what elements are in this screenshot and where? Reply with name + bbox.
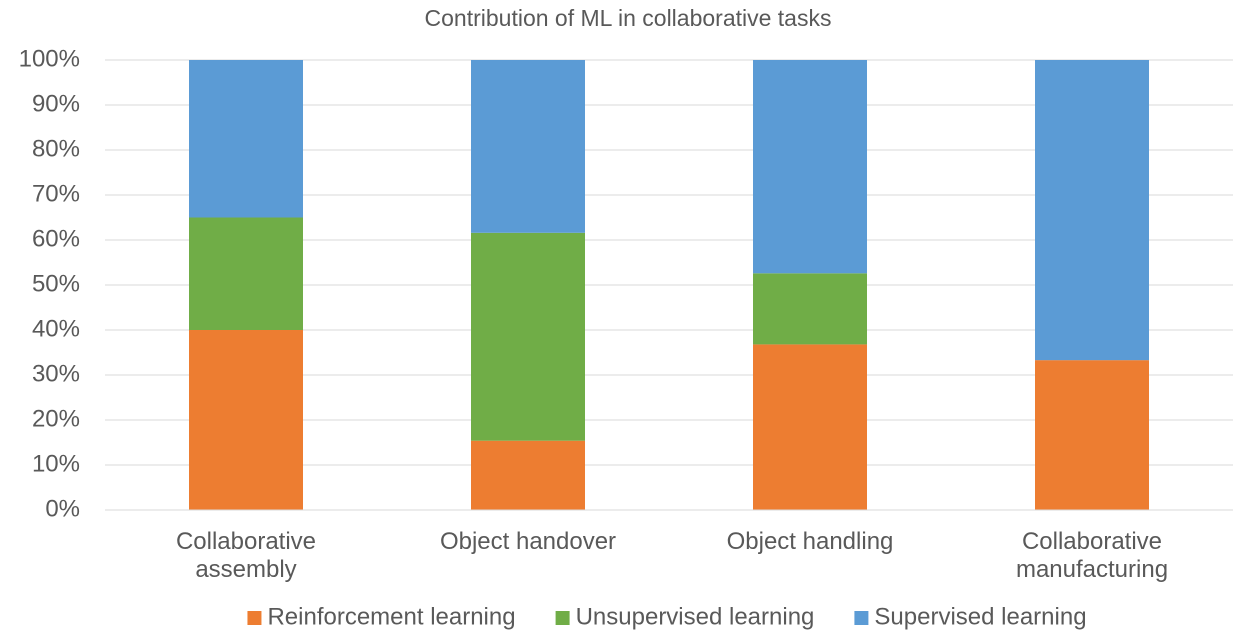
bar-segment: [471, 440, 585, 510]
y-tick-label: 60%: [32, 225, 80, 252]
y-tick-label: 90%: [32, 90, 80, 117]
x-tick-label: Collaborative assembly: [175, 528, 317, 583]
bar-segment: [1035, 60, 1149, 361]
legend-label: Reinforcement learning: [267, 603, 515, 630]
bar-segment: [1035, 360, 1149, 510]
legend-label: Unsupervised learning: [576, 603, 815, 630]
legend-swatch: [555, 611, 570, 625]
bar-segment: [753, 60, 867, 274]
legend-swatch: [247, 611, 262, 625]
y-tick-label: 70%: [32, 180, 80, 207]
legend-swatch: [854, 611, 869, 625]
y-tick-label: 100%: [19, 45, 80, 72]
y-tick-label: 20%: [32, 405, 80, 432]
bar-segment: [189, 217, 303, 330]
y-tick-label: 0%: [45, 495, 80, 522]
x-tick-label: Collaborative manufacturing: [1015, 528, 1169, 583]
bar-segment: [753, 344, 867, 510]
bar-segment: [471, 232, 585, 441]
y-tick-label: 10%: [32, 450, 80, 477]
legend-label: Supervised learning: [874, 603, 1086, 630]
y-tick-label: 40%: [32, 315, 80, 342]
bar-segment: [189, 330, 303, 510]
bar-segment: [189, 60, 303, 218]
y-tick-label: 30%: [32, 360, 80, 387]
bar-segment: [753, 273, 867, 345]
chart-title: Contribution of ML in collaborative task…: [425, 5, 832, 31]
x-tick-label: Object handover: [439, 528, 617, 555]
y-tick-label: 50%: [32, 270, 80, 297]
y-tick-label: 80%: [32, 135, 80, 162]
bar-segment: [471, 60, 585, 233]
x-tick-label: Object handling: [726, 528, 894, 555]
